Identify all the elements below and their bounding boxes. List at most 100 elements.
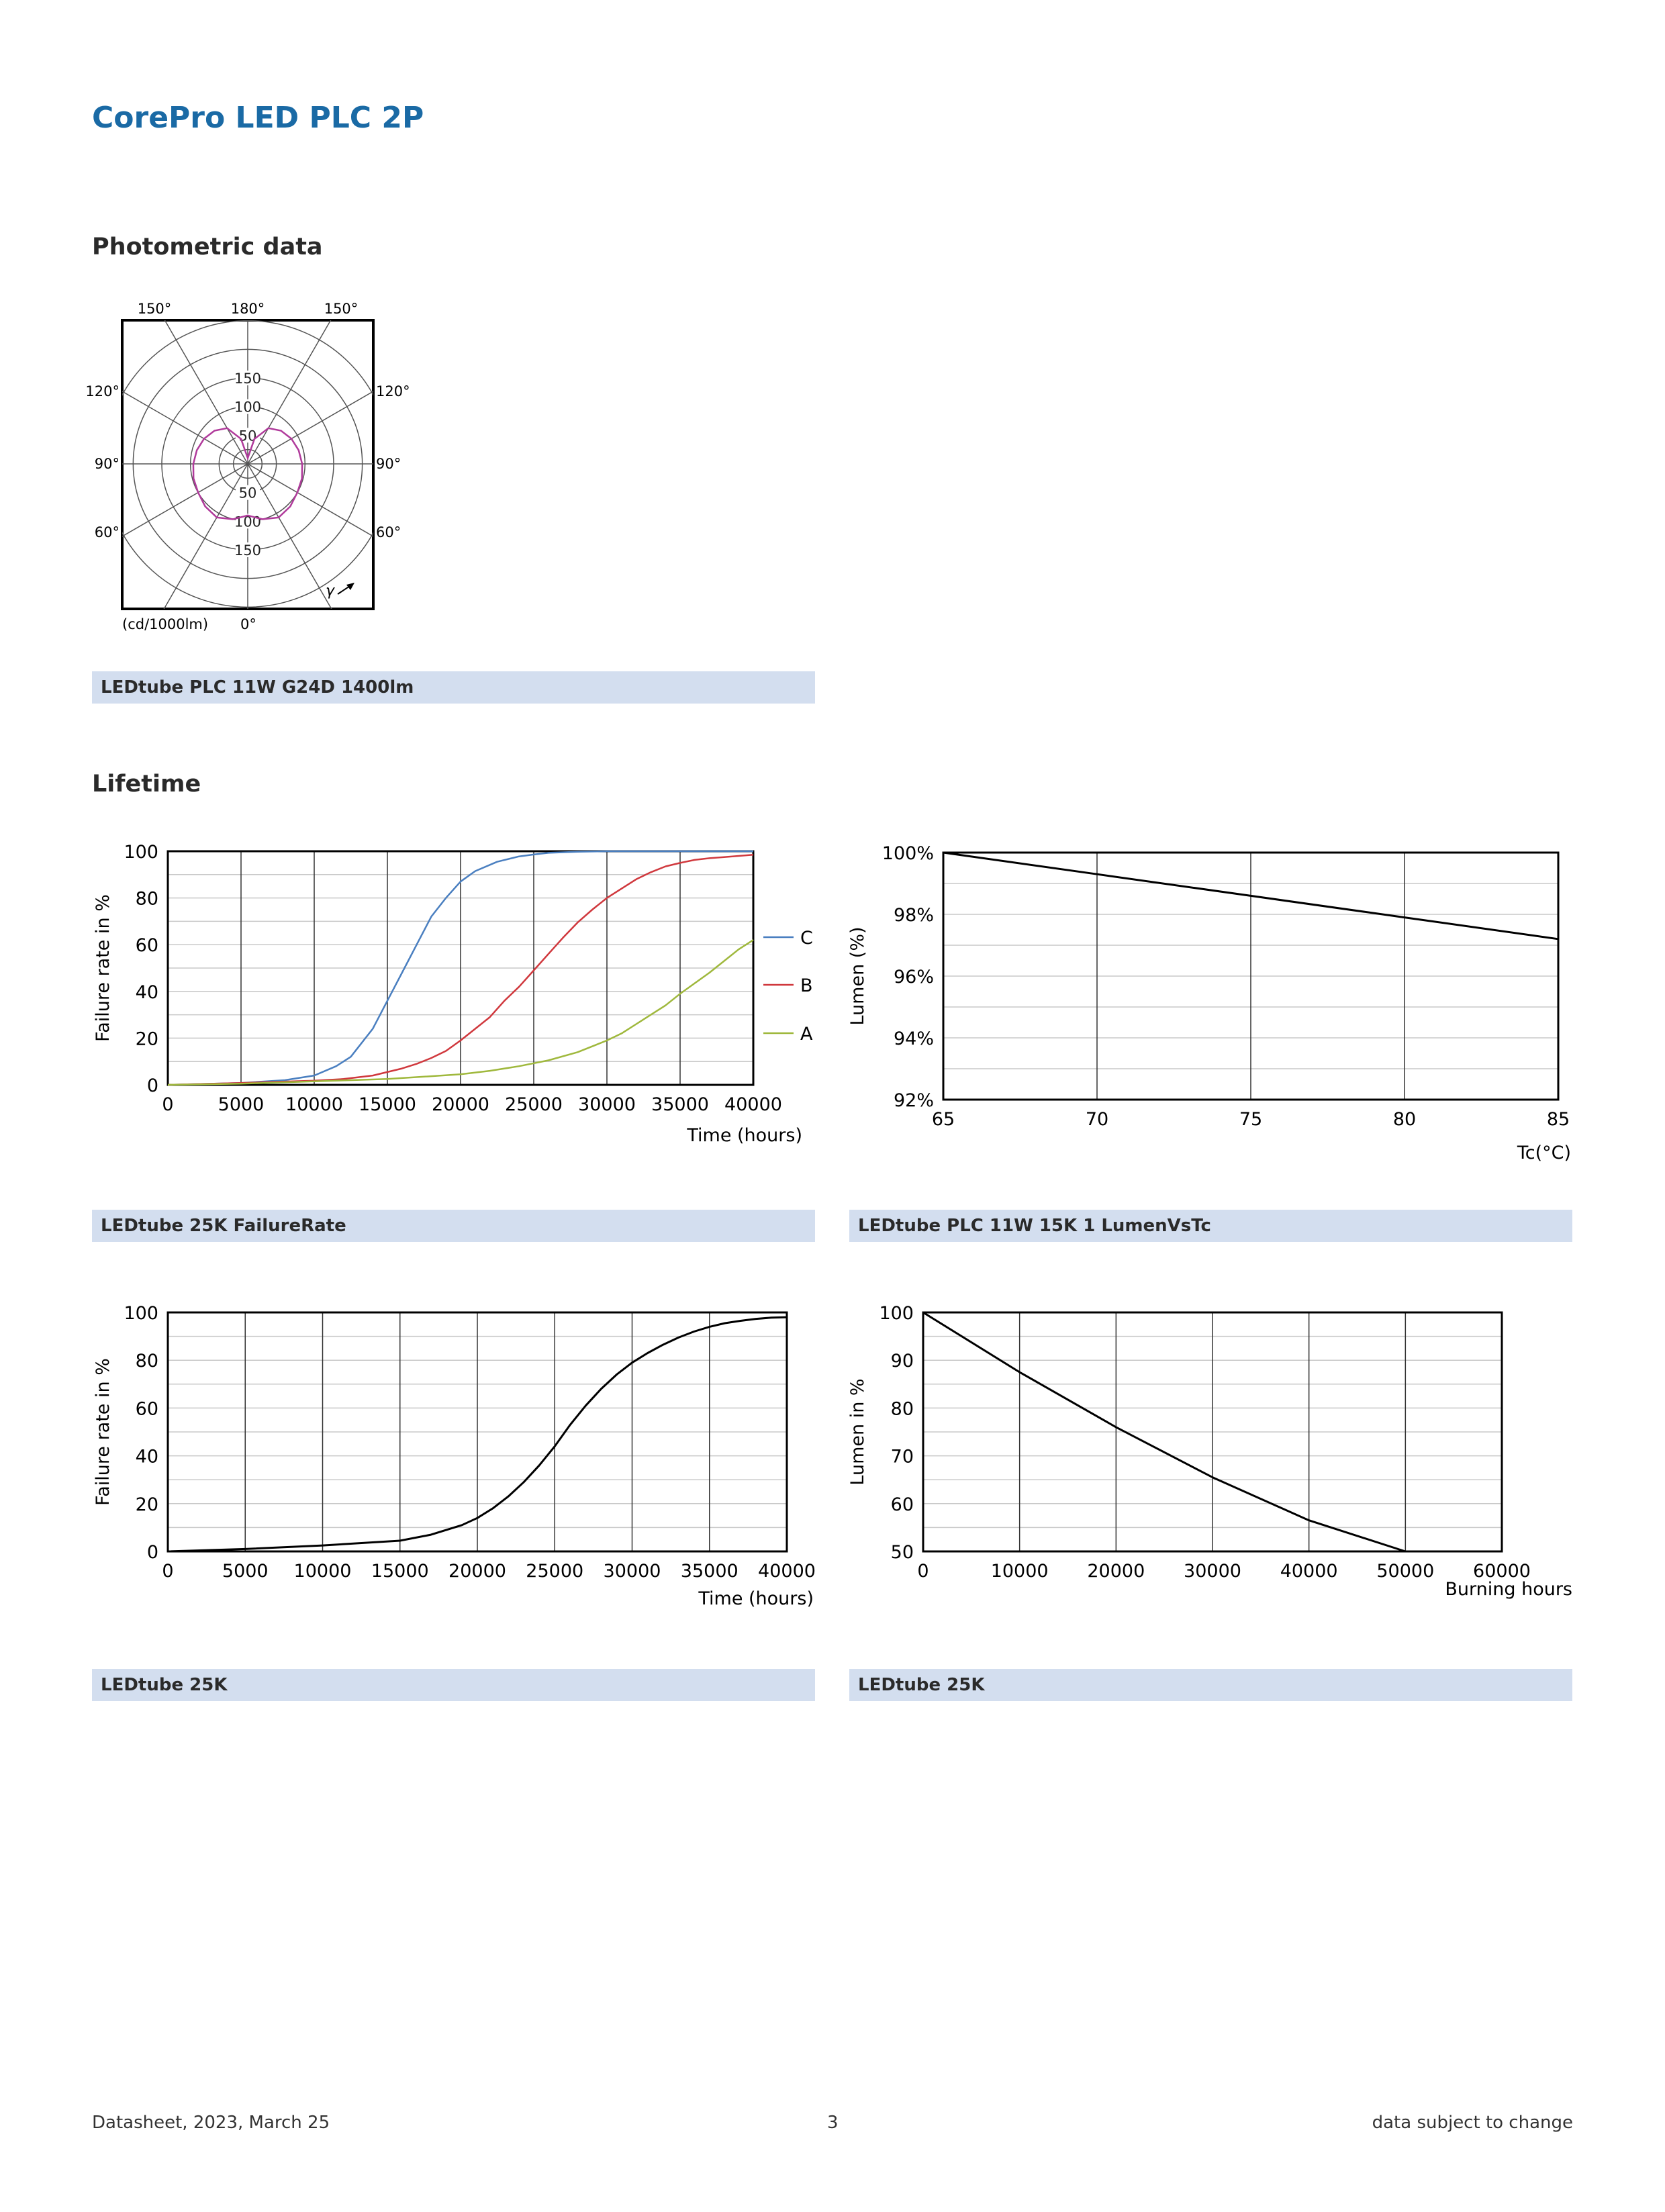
y-tick-label: 50 xyxy=(891,1542,914,1563)
plot-frame xyxy=(922,1311,1503,1553)
x-tick-label: 30000 xyxy=(578,1094,636,1115)
plot-frame xyxy=(942,851,1560,1101)
failure-rate-abc-chart: 0 5000 10000 15000 20000 25000 30000 35000 40000… xyxy=(93,842,813,1146)
y-tick-label: 94% xyxy=(894,1028,934,1049)
x-tick-label: 0 xyxy=(162,1094,173,1115)
x-axis-label: Time (hours) xyxy=(698,1588,814,1609)
x-tick-label: 20000 xyxy=(1087,1561,1145,1582)
x-tick-label: 10000 xyxy=(991,1561,1049,1582)
polar-tick-bg xyxy=(236,485,260,500)
y-tick-label: 92% xyxy=(894,1090,934,1111)
x-tick-label: 60000 xyxy=(1473,1561,1531,1582)
footer-right: data subject to change xyxy=(1372,2113,1573,2133)
x-tick-label: 40000 xyxy=(758,1561,816,1582)
polar-angle-label: 60° xyxy=(376,524,401,540)
polar-spoke xyxy=(164,320,332,609)
x-tick-label: 40000 xyxy=(724,1094,782,1115)
lumen-vs-tc-chart: 65 70 75 80 85 92% 94% 96% 98% 100% Tc(°C) Lumen (%… xyxy=(847,843,1571,1163)
y-tick-label: 80 xyxy=(136,1351,158,1372)
x-tick-label: 10000 xyxy=(294,1561,352,1582)
x-axis-label: Time (hours) xyxy=(686,1125,802,1146)
x-tick-label: 15000 xyxy=(371,1561,429,1582)
polar-unit-label: (cd/1000lm) xyxy=(122,616,208,632)
polar-radial-tick: 50 xyxy=(239,485,257,501)
series-line-A xyxy=(167,939,754,1086)
x-tick-label: 40000 xyxy=(1280,1561,1338,1582)
x-tick-label: 35000 xyxy=(651,1094,709,1115)
polar-angle-label: 120° xyxy=(85,383,120,399)
polar-angle-label: 0° xyxy=(240,616,256,632)
x-tick-label: 30000 xyxy=(1184,1561,1241,1582)
y-tick-label: 100 xyxy=(124,1303,158,1324)
polar-tick-bg xyxy=(236,371,260,385)
y-tick-label: 60 xyxy=(891,1494,914,1515)
plot-frame xyxy=(166,1311,788,1553)
series-line xyxy=(167,1316,788,1553)
x-axis-label: Burning hours xyxy=(1445,1579,1572,1600)
polar-angle-label: 90° xyxy=(376,456,401,472)
x-tick-label: 75 xyxy=(1239,1109,1262,1130)
x-tick-label: 35000 xyxy=(681,1561,739,1582)
y-tick-label: 80 xyxy=(891,1398,914,1419)
y-tick-label: 20 xyxy=(136,1028,158,1049)
x-tick-label: 50000 xyxy=(1376,1561,1434,1582)
polar-angle-label: 150° xyxy=(138,301,172,317)
y-axis-label: Failure rate in % xyxy=(93,894,113,1042)
x-tick-label: 5000 xyxy=(218,1094,265,1115)
x-tick-label: 80 xyxy=(1393,1109,1416,1130)
series-line-B xyxy=(167,853,754,1086)
caption-lumen-hours: LEDtube 25K xyxy=(849,1669,1572,1701)
y-tick-label: 70 xyxy=(891,1447,914,1468)
y-tick-label: 96% xyxy=(894,967,934,988)
polar-radial-tick: 150 xyxy=(234,542,261,559)
y-axis-label: Lumen in % xyxy=(847,1378,868,1485)
section-heading-photometric: Photometric data xyxy=(92,234,323,260)
polar-radial-tick: 100 xyxy=(234,399,261,416)
polar-radial-tick: 150 xyxy=(234,371,261,387)
series-line-C xyxy=(167,850,753,1086)
y-tick-label: 80 xyxy=(136,889,158,910)
caption-failure-abc: LEDtube 25K FailureRate xyxy=(92,1210,815,1242)
section-heading-lifetime: Lifetime xyxy=(92,771,201,798)
polar-gamma-label: γ xyxy=(326,583,335,599)
y-tick-label: 0 xyxy=(147,1075,158,1096)
y-tick-label: 90 xyxy=(891,1351,914,1372)
failure-rate-chart: 0 5000 10000 15000 20000 25000 30000 35000 40000… xyxy=(93,1303,816,1609)
y-tick-label: 0 xyxy=(147,1542,158,1563)
y-tick-label: 60 xyxy=(136,935,158,956)
footer-page-number: 3 xyxy=(827,2113,839,2133)
lumen-vs-burning-hours-chart: 0 10000 20000 30000 40000 50000 60000 50 60 70 80 9… xyxy=(847,1303,1572,1600)
x-tick-label: 20000 xyxy=(448,1561,506,1582)
polar-tick-bg xyxy=(236,399,260,414)
plot-frame xyxy=(166,850,755,1086)
x-tick-label: 0 xyxy=(162,1561,173,1582)
x-tick-label: 0 xyxy=(917,1561,929,1582)
legend-label-C: C xyxy=(800,928,813,949)
legend-label-A: A xyxy=(800,1024,813,1045)
page-title: CorePro LED PLC 2P xyxy=(92,101,424,135)
y-tick-label: 100 xyxy=(879,1303,914,1324)
legend-label-B: B xyxy=(800,975,813,996)
polar-angle-label: 180° xyxy=(231,301,265,317)
y-tick-label: 40 xyxy=(136,1447,158,1468)
y-tick-label: 98% xyxy=(894,905,934,926)
y-axis-label: Lumen (%) xyxy=(847,926,868,1025)
caption-failure-single: LEDtube 25K xyxy=(92,1669,815,1701)
x-tick-label: 10000 xyxy=(285,1094,343,1115)
polar-intensity-curve xyxy=(192,427,303,520)
x-tick-label: 65 xyxy=(932,1109,955,1130)
polar-tick-bg xyxy=(236,542,260,557)
y-tick-label: 100 xyxy=(124,842,158,863)
y-tick-label: 40 xyxy=(136,982,158,1003)
polar-angle-label: 120° xyxy=(376,383,410,399)
x-tick-label: 25000 xyxy=(526,1561,583,1582)
y-tick-label: 60 xyxy=(136,1398,158,1419)
polar-angle-label: 150° xyxy=(324,301,359,317)
x-tick-label: 5000 xyxy=(222,1561,269,1582)
x-tick-label: 20000 xyxy=(432,1094,489,1115)
y-tick-label: 20 xyxy=(136,1494,158,1515)
x-tick-label: 25000 xyxy=(505,1094,563,1115)
polar-radial-tick: 100 xyxy=(234,514,261,530)
caption-polar: LEDtube PLC 11W G24D 1400lm xyxy=(92,671,815,704)
